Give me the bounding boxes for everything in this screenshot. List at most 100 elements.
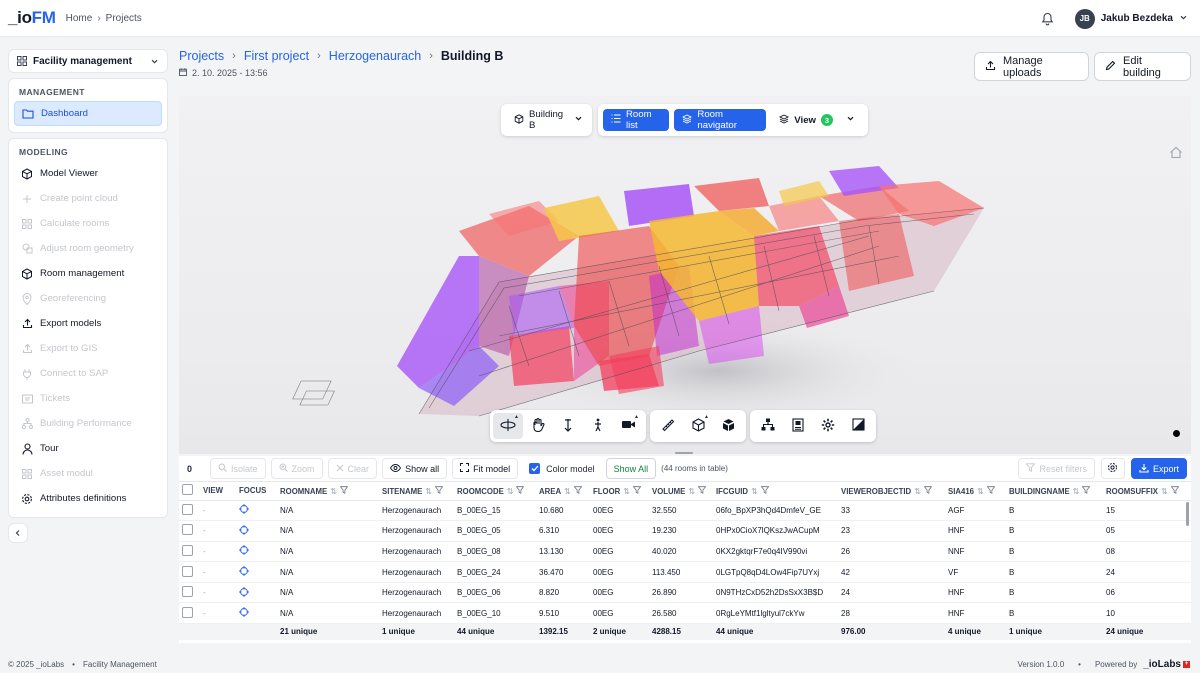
fullscreen-button[interactable] — [843, 413, 873, 439]
row-checkbox[interactable] — [182, 606, 193, 618]
measure-tool-button[interactable] — [653, 413, 683, 439]
table-row[interactable]: - N/A Herzogenaurach B_00EG_05 6.310 00EG 19.2… — [179, 520, 1191, 542]
sort-icon[interactable]: ⇅ — [914, 486, 921, 496]
building-select[interactable]: Building B — [501, 104, 592, 136]
view-cell[interactable]: - — [200, 602, 236, 625]
column-header-focus[interactable]: FOCUS — [236, 482, 277, 501]
color-model-toggle[interactable]: Color model — [523, 463, 601, 474]
viewer-settings-button[interactable] — [813, 413, 843, 439]
avatar[interactable]: JB — [1074, 8, 1095, 29]
filter-icon[interactable] — [632, 486, 642, 496]
column-header-roomcode[interactable]: ROOMCODE ⇅ — [454, 482, 536, 501]
sidebar-item-export-models[interactable]: Export models — [14, 311, 162, 336]
breadcrumb-projects[interactable]: Projects — [105, 12, 142, 24]
column-header-view[interactable]: VIEW — [200, 482, 236, 501]
chevron-down-icon[interactable] — [846, 114, 855, 126]
column-header-roomsuffix[interactable]: ROOMSUFFIX ⇅ — [1103, 482, 1191, 501]
clear-button[interactable]: Clear — [327, 458, 378, 479]
explode-tool-button[interactable] — [713, 413, 743, 439]
row-checkbox[interactable] — [182, 565, 193, 577]
view-cell[interactable]: - — [200, 582, 236, 604]
column-header-volume[interactable]: VOLUME ⇅ — [649, 482, 713, 501]
column-header-floor[interactable]: FLOOR ⇅ — [590, 482, 649, 501]
filter-icon[interactable] — [515, 486, 525, 496]
view-cell[interactable]: - — [200, 500, 236, 522]
sidebar-item-model-viewer[interactable]: Model Viewer — [14, 161, 162, 186]
isolate-button[interactable]: Isolate — [210, 458, 266, 479]
sidebar-item-tour[interactable]: Tour — [14, 436, 162, 461]
select-all-checkbox[interactable] — [182, 484, 193, 496]
filter-icon[interactable] — [760, 486, 770, 496]
table-row[interactable]: - N/A Herzogenaurach B_00EG_15 10.680 00EG 32.… — [179, 500, 1191, 522]
breadcrumb-home-link[interactable]: Home — [65, 12, 93, 24]
crosshair-icon[interactable] — [239, 545, 249, 557]
camera-tool-button[interactable]: ▲ — [613, 413, 643, 439]
sort-icon[interactable]: ⇅ — [1072, 486, 1080, 496]
vertical-scrollbar[interactable] — [1186, 502, 1189, 526]
crosshair-icon[interactable] — [239, 566, 249, 578]
home-icon[interactable] — [1169, 146, 1183, 162]
filter-icon[interactable] — [697, 486, 707, 496]
sort-icon[interactable]: ⇅ — [506, 486, 514, 496]
row-checkbox[interactable] — [182, 586, 193, 598]
filter-icon[interactable] — [923, 486, 933, 496]
bell-icon[interactable] — [1039, 10, 1057, 28]
show-all-rooms-button[interactable]: Show All — [605, 458, 657, 479]
table-row[interactable]: - N/A Herzogenaurach B_00EG_24 36.470 00EG 113… — [179, 561, 1191, 583]
properties-button[interactable] — [783, 413, 813, 439]
orbit-tool-button[interactable]: ▲ — [493, 413, 523, 439]
user-name[interactable]: Jakub Bezdeka — [1100, 13, 1173, 24]
color-model-checkbox[interactable] — [529, 463, 541, 474]
row-checkbox[interactable] — [182, 524, 193, 536]
filter-icon[interactable] — [573, 486, 583, 496]
row-checkbox[interactable] — [182, 503, 193, 515]
filter-icon[interactable] — [339, 486, 349, 496]
column-header-sia416[interactable]: SIA416 ⇅ — [945, 482, 1006, 501]
table-row[interactable]: - N/A Herzogenaurach B_00EG_06 8.820 00EG 26.8… — [179, 582, 1191, 604]
column-header-viewerobjectid[interactable]: VIEWEROBJECTID ⇅ — [838, 482, 945, 501]
module-select[interactable]: Facility management — [8, 49, 168, 73]
filter-icon[interactable] — [1170, 486, 1179, 496]
view-cell[interactable]: - — [200, 561, 236, 583]
sort-icon[interactable]: ⇅ — [688, 486, 695, 496]
column-header-area[interactable]: AREA ⇅ — [536, 482, 590, 501]
sidebar-item-room-management[interactable]: Room management — [14, 261, 162, 286]
view-cell[interactable]: - — [200, 520, 236, 542]
row-checkbox[interactable] — [182, 544, 193, 556]
section-tool-button[interactable]: ▲ — [683, 413, 713, 439]
chevron-down-icon[interactable] — [1179, 13, 1188, 25]
app-logo[interactable]: _ioFM — [8, 8, 56, 27]
collapse-sidebar-button[interactable] — [8, 523, 28, 543]
walk-tool-button[interactable] — [583, 413, 613, 439]
filter-icon[interactable] — [1081, 486, 1091, 496]
column-header-roomname[interactable]: ROOMNAME ⇅ — [277, 482, 379, 501]
fit-model-button[interactable]: Fit model — [452, 458, 519, 479]
show-all-button[interactable]: Show all — [382, 458, 448, 479]
crosshair-icon[interactable] — [239, 586, 249, 599]
sort-icon[interactable]: ⇅ — [1160, 486, 1168, 496]
room-navigator-button[interactable]: Room navigator — [674, 109, 767, 131]
crosshair-icon[interactable] — [239, 504, 249, 516]
breadcrumb-projects-link[interactable]: Projects — [179, 49, 225, 63]
structure-tree-button[interactable] — [753, 413, 783, 439]
sort-icon[interactable]: ⇅ — [623, 486, 630, 496]
reset-filters-button[interactable]: Reset filters — [1018, 458, 1095, 479]
sort-icon[interactable]: ⇅ — [425, 486, 432, 496]
column-header-ifcguid[interactable]: IFCGUID ⇅ — [713, 482, 838, 501]
sort-icon[interactable]: ⇅ — [564, 486, 571, 496]
zoom-button[interactable]: Zoom — [270, 458, 323, 479]
manage-uploads-button[interactable]: Manage uploads — [974, 52, 1089, 81]
iolabs-logo[interactable]: _ioLabs + — [1143, 659, 1190, 670]
sidebar-item-dashboard[interactable]: Dashboard — [14, 101, 162, 126]
breadcrumb-project-link[interactable]: First project — [243, 49, 310, 63]
filter-icon[interactable] — [986, 486, 995, 496]
sort-icon[interactable]: ⇅ — [330, 486, 337, 496]
edit-building-button[interactable]: Edit building — [1094, 52, 1191, 81]
building-3d-model[interactable] — [179, 96, 1191, 454]
column-header-buildingname[interactable]: BUILDINGNAME ⇅ — [1006, 482, 1103, 501]
table-row[interactable]: - N/A Herzogenaurach B_00EG_10 9.510 00EG 26.5… — [179, 602, 1191, 625]
resize-handle[interactable] — [675, 452, 693, 454]
column-header-sitename[interactable]: SITENAME ⇅ — [379, 482, 454, 501]
table-row[interactable]: - N/A Herzogenaurach B_00EG_08 13.130 00EG 40.… — [179, 541, 1191, 563]
breadcrumb-site-link[interactable]: Herzogenaurach — [328, 49, 422, 63]
